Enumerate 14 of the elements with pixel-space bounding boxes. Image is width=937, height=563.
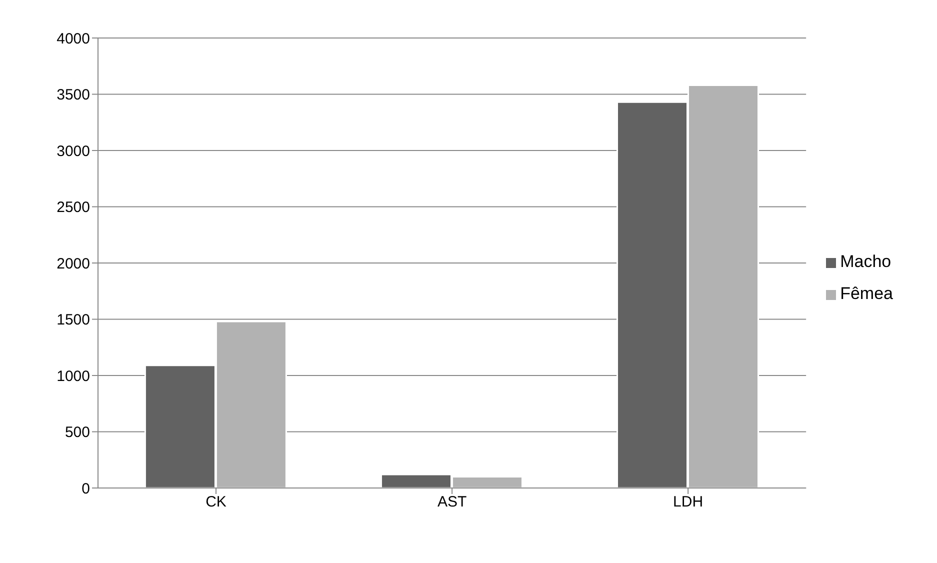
y-tick-label: 1000 <box>56 368 90 385</box>
y-tick-label: 3500 <box>56 86 90 104</box>
legend-label: Macho <box>840 252 892 271</box>
y-tick-label: 4000 <box>56 30 90 48</box>
legend-label: Fêmea <box>840 284 893 303</box>
x-tick-label: LDH <box>673 494 704 511</box>
x-tick-label: CK <box>206 494 226 511</box>
y-tick-label: 2500 <box>56 199 90 216</box>
y-tick-label: 0 <box>82 480 90 498</box>
y-tick-label: 500 <box>64 424 90 442</box>
y-tick-label: 1500 <box>56 312 90 329</box>
y-tick-label: 3000 <box>56 142 90 160</box>
y-tick-label: 2000 <box>56 255 90 272</box>
x-tick-label: AST <box>437 494 467 511</box>
